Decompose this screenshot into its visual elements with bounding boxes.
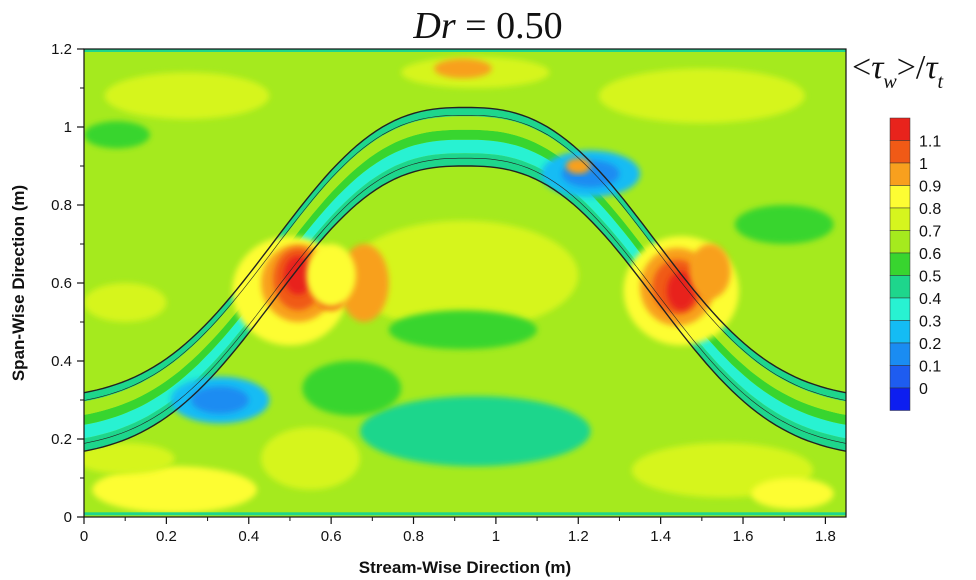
colorbar-swatch — [889, 207, 911, 231]
y-tick-label: 1 — [64, 119, 72, 136]
colorbar-label: 0.9 — [919, 179, 941, 196]
x-tick-label: 0 — [80, 528, 88, 545]
x-tick-label: 1.6 — [733, 528, 754, 545]
colorbar-label: 0.8 — [919, 201, 941, 218]
colorbar-label: 0.6 — [919, 246, 941, 263]
contour-patch — [598, 68, 805, 124]
y-axis-title: Span-Wise Direction (m) — [9, 185, 28, 381]
colorbar-swatch — [889, 365, 911, 389]
colorbar-swatch — [889, 297, 911, 321]
colorbar-label: 0.3 — [919, 314, 941, 331]
contour-patch — [434, 58, 492, 79]
colorbar-title-sub-t: t — [938, 71, 944, 93]
channel-wall-line — [84, 106, 846, 394]
x-tick-label: 1.4 — [650, 528, 671, 545]
contour-patch — [84, 121, 150, 149]
channel-band — [84, 139, 846, 439]
contour-layer — [84, 49, 846, 516]
contour-patch — [104, 72, 270, 120]
x-axis: 0 0.2 0.4 0.6 0.8 1 1.2 1.4 1.6 1.8 — [80, 517, 836, 545]
x-tick-label: 0.2 — [156, 528, 177, 545]
contour-patch — [347, 220, 579, 330]
colorbar-swatch — [889, 320, 911, 344]
colorbar-swatch — [889, 275, 911, 299]
chart-title: Dr = 0.50 — [412, 5, 562, 47]
colorbar-label: 1 — [919, 156, 928, 173]
contour-patch — [84, 442, 175, 475]
colorbar-swatch — [889, 117, 911, 141]
title-rest: = 0.50 — [456, 5, 563, 47]
x-axis-title: Stream-Wise Direction (m) — [359, 558, 571, 577]
colorbar: 1.1 1 0.9 0.8 0.7 0.6 0.5 0.4 0.3 0.2 0.1 0 — [889, 117, 941, 411]
colorbar-title-gt: >/ — [897, 49, 926, 86]
x-tick-label: 0.4 — [238, 528, 259, 545]
colorbar-label: 0.7 — [919, 224, 941, 241]
colorbar-title-lt: < — [852, 49, 871, 86]
contour-blob — [666, 271, 696, 311]
contour-blob — [191, 386, 249, 414]
title-variable: Dr — [412, 5, 455, 47]
x-tick-label: 0.8 — [403, 528, 424, 545]
y-tick-label: 0.4 — [51, 353, 72, 370]
colorbar-title-sub-w: w — [883, 71, 897, 93]
colorbar-swatch — [889, 230, 911, 254]
x-tick-label: 1.8 — [815, 528, 836, 545]
x-tick-label: 1 — [492, 528, 500, 545]
y-tick-label: 0.2 — [51, 431, 72, 448]
x-tick-label: 1.2 — [568, 528, 589, 545]
colorbar-label: 0.1 — [919, 359, 941, 376]
colorbar-title-tau2: τ — [925, 49, 939, 86]
top-edge-band — [84, 49, 846, 52]
bottom-edge-band — [84, 512, 846, 516]
contour-patch — [359, 396, 591, 467]
colorbar-swatch — [889, 162, 911, 186]
y-tick-label: 0.6 — [51, 275, 72, 292]
contour-blob — [306, 244, 356, 307]
contour-patch — [92, 466, 257, 514]
colorbar-swatch — [889, 252, 911, 276]
channel-wall-line — [84, 115, 846, 401]
colorbar-label: 0 — [919, 381, 928, 398]
y-tick-label: 0 — [64, 509, 72, 526]
colorbar-swatch — [889, 387, 911, 411]
contour-patch — [388, 310, 538, 350]
x-tick-label: 0.6 — [321, 528, 342, 545]
contour-patch — [261, 427, 360, 490]
contour-patch — [734, 205, 834, 244]
colorbar-title-tau1: τ — [871, 49, 885, 86]
y-tick-label: 1.2 — [51, 41, 72, 58]
plot-area — [83, 48, 847, 518]
channel-wall-line — [84, 165, 846, 452]
colorbar-swatch — [889, 342, 911, 366]
colorbar-label: 0.4 — [919, 291, 941, 308]
colorbar-label: 1.1 — [919, 134, 941, 151]
contour-patch — [751, 478, 834, 510]
colorbar-swatch — [889, 185, 911, 209]
channel-band — [84, 116, 846, 415]
colorbar-label: 0.5 — [919, 269, 941, 286]
y-tick-label: 0.8 — [51, 197, 72, 214]
channel-wall-line — [84, 157, 846, 444]
colorbar-swatch — [889, 140, 911, 164]
contour-patch — [84, 283, 167, 322]
colorbar-label: 0.2 — [919, 336, 941, 353]
colorbar-title: <τw>/τt — [852, 49, 944, 93]
contour-blob — [565, 158, 591, 174]
contour-patch — [302, 361, 402, 416]
contour-blob — [283, 255, 313, 295]
contour-blob — [689, 243, 731, 299]
y-axis: 0 0.2 0.4 0.6 0.8 1 1.2 — [51, 41, 84, 526]
